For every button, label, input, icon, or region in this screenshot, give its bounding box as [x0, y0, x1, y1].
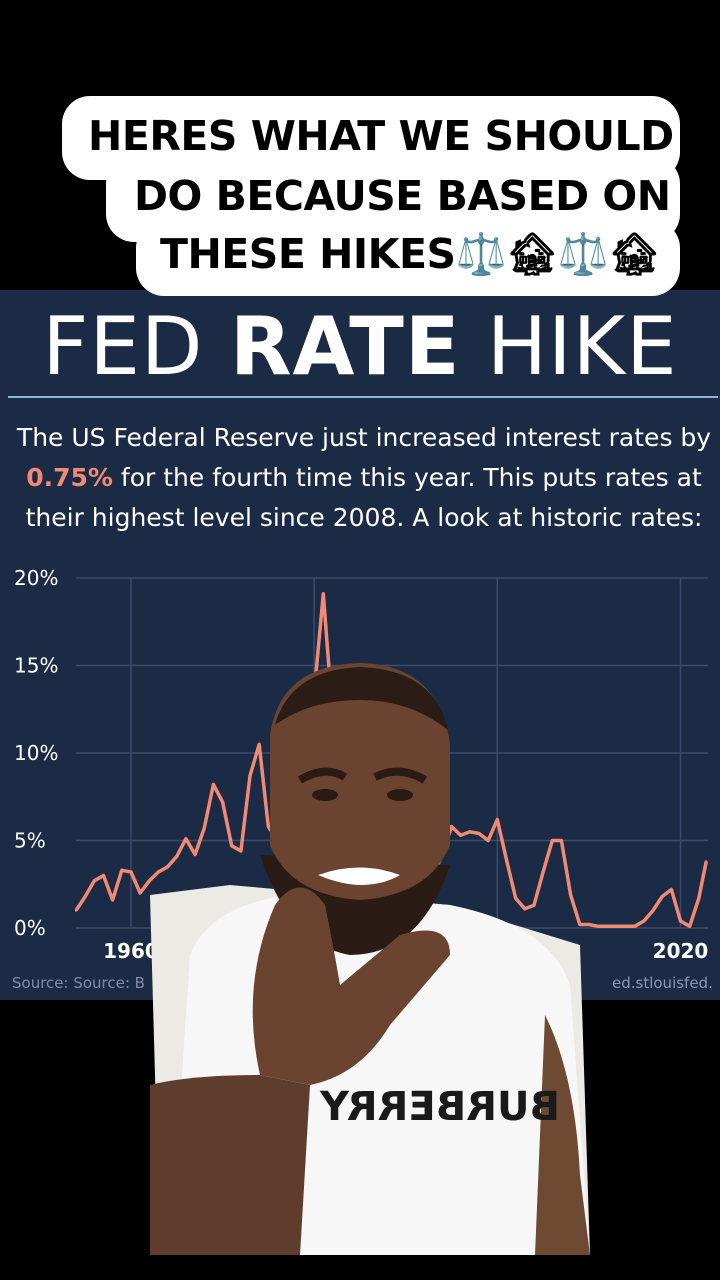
rate-data-point [74, 909, 78, 912]
rate-data-point [606, 925, 609, 928]
rate-data-point [523, 907, 527, 910]
description-line: The US Federal Reserve just increased in… [16, 423, 712, 452]
rate-data-point [578, 923, 581, 926]
rate-data-point [267, 825, 270, 828]
rate-data-point [670, 888, 673, 891]
rate-data-point [704, 860, 708, 863]
y-tick-label: 20% [14, 566, 58, 590]
description-text: for the fourth time this year. This puts… [112, 463, 702, 492]
hair [275, 667, 448, 730]
description: The US Federal Reserve just increased in… [8, 418, 720, 538]
mouth [318, 867, 400, 885]
left-brow [297, 767, 348, 784]
rate-data-point [541, 870, 545, 874]
rate-data-point [477, 832, 481, 835]
rate-data-point [322, 592, 325, 595]
rate-data-point [624, 925, 627, 928]
rate-data-point [148, 879, 151, 882]
rate-data-point [248, 774, 252, 777]
rate-data-point [102, 874, 105, 877]
rate-data-point [450, 825, 453, 828]
rate-data-point [697, 897, 701, 900]
rate-data-point [175, 855, 178, 858]
rate-data-point [688, 925, 691, 928]
y-tick-label: 15% [14, 654, 58, 678]
shirt-logo: BURBERRY [319, 1084, 560, 1130]
forearm [150, 1075, 310, 1255]
rate-data-point [184, 837, 188, 840]
rate-data-point [129, 870, 133, 874]
rate-data-point [596, 925, 600, 928]
rate-data-point [651, 909, 655, 912]
face [270, 663, 450, 900]
rate-data-point [468, 830, 472, 833]
rate-data-point [633, 925, 636, 928]
rate-data-point [230, 844, 233, 847]
headline-bold: RATE [229, 300, 461, 393]
divider [8, 396, 718, 398]
rate-data-point [93, 879, 96, 882]
rate-data-point [239, 849, 243, 853]
rate-data-point [257, 743, 261, 746]
right-eye [387, 789, 413, 801]
caption-line-2: DO BECAUSE BASED ON [134, 172, 671, 220]
source-url: ed.stlouisfed.org [612, 974, 712, 992]
rate-data-point [569, 893, 572, 896]
rate-data-point [486, 839, 490, 842]
rate-data-point [587, 923, 591, 926]
rate-data-point [496, 818, 499, 821]
rate-data-point [514, 897, 517, 900]
rate-data-point [532, 904, 536, 907]
rate-data-point [560, 839, 563, 842]
arm [535, 1015, 590, 1255]
left-eye [312, 789, 338, 801]
x-tick-label: 2020 [653, 939, 709, 960]
bubble-part [136, 220, 680, 296]
headline: FED RATE HIKE [0, 300, 720, 393]
rate-data-point [661, 895, 664, 898]
caption-bubble: HERES WHAT WE SHOULD DO BECAUSE BASED ON… [62, 96, 680, 296]
rate-data-point [221, 800, 224, 804]
rate-data-point [212, 783, 215, 786]
right-brow [373, 767, 428, 784]
headline-part: HIKE [460, 300, 678, 393]
hand [252, 887, 450, 1085]
description-line: their highest level since 2008. A look a… [25, 503, 703, 532]
rate-data-point [505, 858, 508, 861]
rate-data-point [166, 865, 169, 868]
rate-data-point [111, 898, 114, 902]
rate-data-point [679, 919, 682, 923]
fed-rate-graphic: FED RATE HIKE The US Federal Reserve jus… [0, 290, 720, 1000]
rate-data-point [615, 925, 618, 928]
source-note: Source: Source: B [12, 974, 145, 992]
y-tick-label: 5% [14, 829, 46, 853]
rate-data-point [193, 853, 197, 856]
rate-increase-highlight: 0.75% [26, 463, 113, 492]
caption-line-3: THESE HIKES⚖️🏚⚖️🏚 [160, 230, 660, 278]
y-tick-label: 0% [14, 916, 46, 940]
rate-data-point [642, 919, 646, 923]
description-line: 0.75% for the fourth time this year. Thi… [8, 458, 720, 498]
y-tick-label: 10% [14, 741, 58, 765]
caption-line-1: HERES WHAT WE SHOULD [88, 112, 674, 160]
person-video-overlay: BURBERRY [150, 663, 590, 1255]
rate-data-point [138, 891, 142, 895]
rate-data-point [157, 870, 160, 874]
headline-part: FED [42, 300, 230, 393]
rate-data-point [83, 895, 87, 898]
x-tick-label: 1960 [103, 939, 159, 960]
rate-data-point [120, 869, 123, 872]
rate-data-point [459, 834, 462, 837]
rate-data-point [203, 827, 206, 830]
rate-data-point [551, 839, 554, 842]
